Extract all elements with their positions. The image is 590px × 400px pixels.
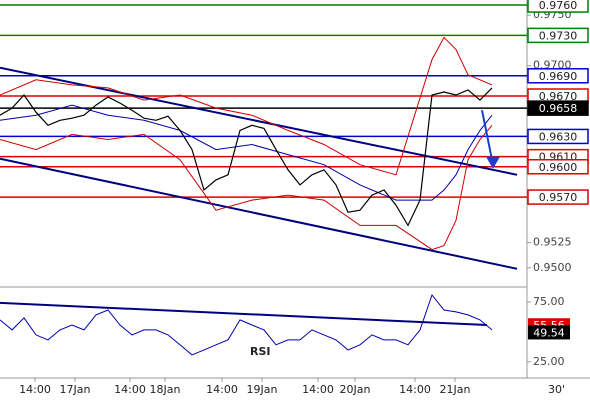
series-line [0,104,493,201]
arrow-head [486,156,500,169]
level-tag [527,128,589,145]
level-label: 0.9570 [539,191,578,204]
y-tick-label: 0.9525 [533,236,572,249]
y-tick-label: 0.9500 [533,261,572,274]
panel-label: RSI [250,345,271,358]
level-label: 0.9600 [539,161,578,174]
value-tag [528,325,570,340]
y-tick-label: 75.00 [533,295,565,308]
period-label: 30' [548,383,565,396]
level-tag [527,100,589,116]
series-line [0,36,493,176]
trend-line [0,301,488,326]
x-tick-label: 21Jan [440,383,471,396]
level-tag [527,159,589,175]
value-tag-label: 49.54 [533,326,565,339]
level-label: 0.9670 [539,90,578,103]
level-tag [527,68,589,84]
trend-line [0,66,518,176]
series-line [0,293,493,356]
level-tag [527,189,589,205]
series-line [0,87,493,227]
level-label: 0.9658 [539,102,578,115]
level-label: 0.9630 [539,130,578,143]
level-tag [527,27,589,44]
level-label: 0.9690 [539,70,578,83]
y-tick-label: 25.00 [533,355,565,368]
level-label: 0.9730 [539,29,578,42]
x-tick-label: 14:00 [114,383,146,396]
trend-line [0,157,518,270]
x-tick-label: 14:00 [302,383,334,396]
x-tick-label: 18Jan [150,383,181,396]
forecast-arrow [481,110,494,165]
series-line [0,124,493,251]
x-tick-label: 14:00 [206,383,238,396]
x-tick-label: 14:00 [399,383,431,396]
x-tick-label: 17Jan [60,383,91,396]
x-tick-label: 19Jan [247,383,278,396]
level-label: 0.9760 [539,0,578,12]
level-tag [527,0,589,13]
x-tick-label: 14:00 [19,383,51,396]
x-tick-label: 20Jan [340,383,371,396]
